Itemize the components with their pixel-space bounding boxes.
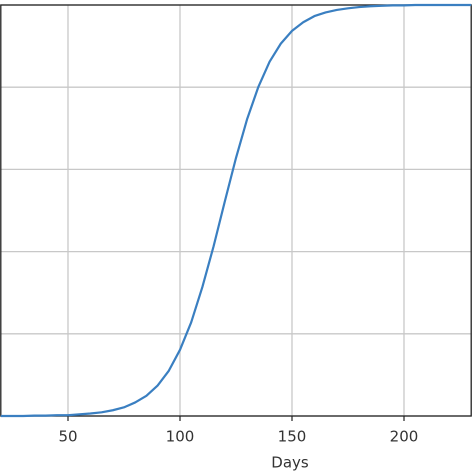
plot-frame	[0, 4, 472, 417]
x-tick-label: 100	[166, 428, 195, 446]
x-tick-label: 150	[278, 428, 307, 446]
data-line	[0, 3, 472, 418]
x-axis-label: Days	[271, 454, 309, 472]
x-tick-label: 200	[390, 428, 419, 446]
x-tick-label: 50	[58, 428, 77, 446]
